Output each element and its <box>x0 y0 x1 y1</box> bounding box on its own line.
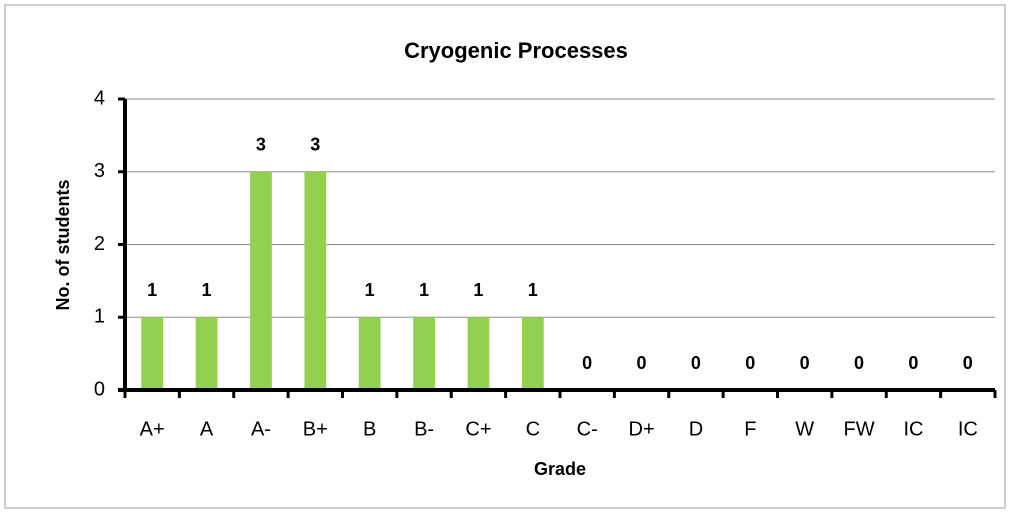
x-tick-label: A- <box>251 418 271 440</box>
data-label: 1 <box>147 280 157 300</box>
data-label: 1 <box>202 280 212 300</box>
x-tick-label: A <box>200 418 214 440</box>
x-tick-label: B <box>363 418 376 440</box>
bar <box>467 317 490 390</box>
x-tick-label: D+ <box>629 418 655 440</box>
data-label: 0 <box>854 353 864 373</box>
data-label: 0 <box>745 353 755 373</box>
x-tick-label: W <box>795 418 814 440</box>
x-tick-label: B+ <box>303 418 328 440</box>
x-tick-label: C+ <box>465 418 491 440</box>
bar <box>358 317 381 390</box>
bar <box>521 317 544 390</box>
x-tick-label: IC <box>903 418 923 440</box>
x-tick-label: FW <box>844 418 875 440</box>
x-tick-label: C <box>526 418 540 440</box>
data-label: 1 <box>419 280 429 300</box>
y-tick-label: 4 <box>94 87 105 109</box>
chart-border <box>4 4 1006 509</box>
x-tick-label: A+ <box>140 418 165 440</box>
data-label: 3 <box>310 135 320 155</box>
bar <box>250 171 272 390</box>
data-label: 0 <box>963 353 973 373</box>
data-label: 0 <box>637 353 647 373</box>
data-label: 0 <box>800 353 810 373</box>
data-label: 0 <box>691 353 701 373</box>
data-label: 0 <box>908 353 918 373</box>
x-tick-label: C- <box>577 418 598 440</box>
data-label: 3 <box>256 135 266 155</box>
y-tick-label: 0 <box>94 378 105 400</box>
y-tick-label: 1 <box>94 306 105 328</box>
data-label: 1 <box>528 280 538 300</box>
data-label: 1 <box>365 280 375 300</box>
y-axis-label: No. of students <box>53 180 73 311</box>
data-label: 0 <box>582 353 592 373</box>
data-label: 1 <box>473 280 483 300</box>
bar <box>413 317 435 390</box>
bar <box>304 171 327 390</box>
x-tick-label: B- <box>414 418 434 440</box>
x-tick-label: D <box>689 418 703 440</box>
chart-title: Cryogenic Processes <box>404 38 628 63</box>
y-tick-label: 2 <box>94 233 105 255</box>
x-tick-label: IC <box>958 418 978 440</box>
y-tick-label: 3 <box>94 160 105 182</box>
bar <box>141 317 164 390</box>
x-tick-label: F <box>744 418 756 440</box>
bar <box>195 317 218 390</box>
x-axis-label: Grade <box>534 459 586 479</box>
